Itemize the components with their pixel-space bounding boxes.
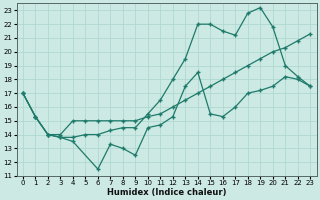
- X-axis label: Humidex (Indice chaleur): Humidex (Indice chaleur): [107, 188, 226, 197]
